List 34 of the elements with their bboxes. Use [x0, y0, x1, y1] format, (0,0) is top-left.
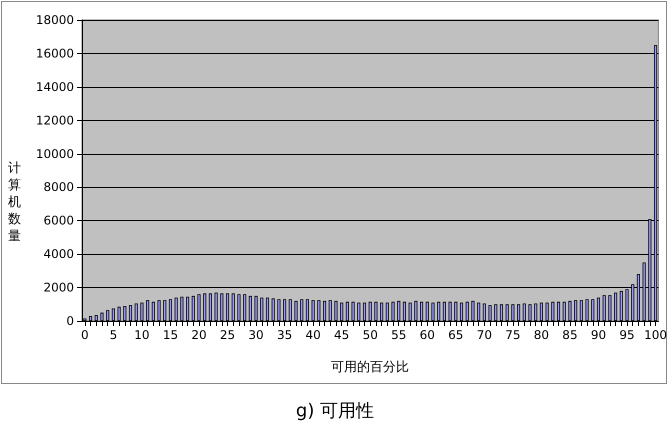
y-tick-label: 4000 [43, 247, 74, 262]
x-tick-label: 70 [476, 328, 492, 342]
y-tick-label: 8000 [43, 180, 74, 194]
x-tick-label: 85 [562, 328, 578, 342]
x-tick-label: 15 [162, 328, 178, 342]
x-tick-label: 5 [110, 328, 118, 342]
y-tick-label: 2000 [43, 280, 74, 295]
x-tick-label: 30 [248, 328, 264, 342]
x-tick-label: 25 [220, 328, 236, 342]
y-tick-label: 0 [66, 314, 74, 328]
x-tick-label: 65 [448, 328, 464, 342]
x-tick-label: 80 [534, 328, 550, 342]
y-tick-label: 18000 [36, 13, 74, 27]
x-tick-label: 55 [391, 328, 406, 342]
x-tick-label: 95 [619, 328, 635, 342]
x-tick-label: 35 [276, 328, 292, 342]
y-axis-title: 计算机数量 [8, 161, 21, 244]
x-tick-label: 0 [81, 328, 89, 342]
x-tick-label: 90 [590, 328, 606, 342]
x-tick-label: 20 [191, 328, 207, 342]
x-tick-label: 50 [362, 328, 378, 342]
y-tick-label: 16000 [36, 46, 74, 60]
x-tick-label: 60 [420, 328, 435, 342]
x-tick-label: 75 [505, 328, 521, 342]
y-tick-label: 10000 [36, 146, 74, 161]
x-tick-label: 45 [334, 328, 350, 342]
y-tick-label: 12000 [36, 113, 74, 128]
y-tick-label: 6000 [43, 214, 74, 228]
x-tick-label: 10 [134, 328, 150, 342]
x-axis-title: 可用的百分比 [331, 360, 410, 375]
y-tick-label: 14000 [36, 80, 74, 94]
x-tick-label: 40 [305, 328, 321, 342]
x-tick-label: 100 [644, 328, 668, 342]
text: g) 可用性 [296, 400, 374, 422]
